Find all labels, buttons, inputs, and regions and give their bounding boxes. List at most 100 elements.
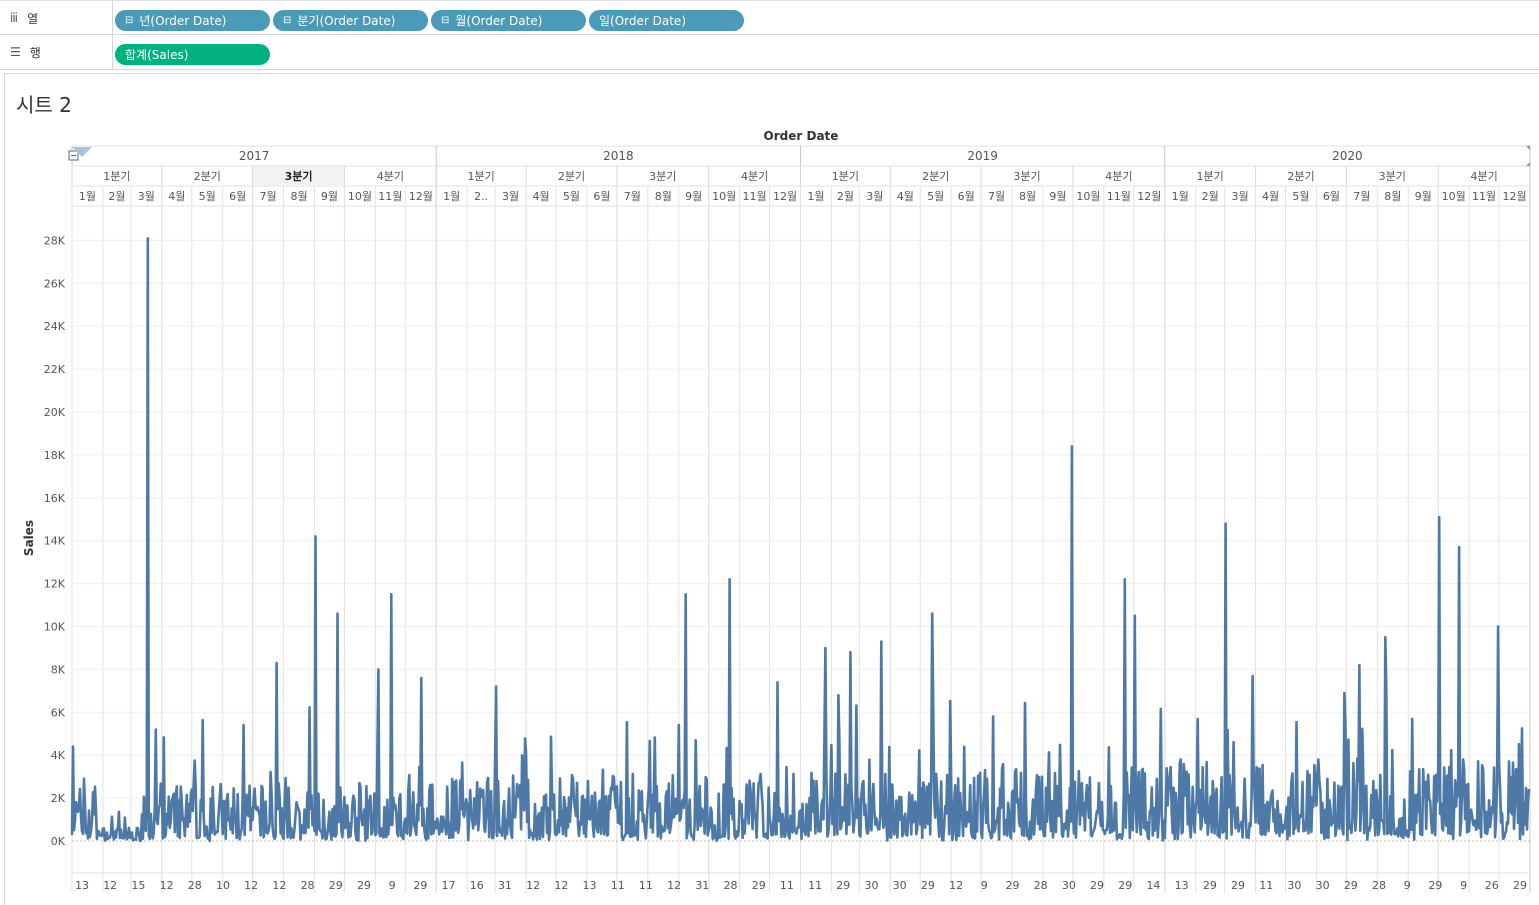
day-tick-label: 31: [498, 879, 512, 892]
day-tick-label: 29: [329, 879, 343, 892]
day-tick-label: 14: [1146, 879, 1160, 892]
month-label: 7월: [260, 190, 277, 203]
pill-year-order-date[interactable]: ⊟ 년(Order Date): [115, 10, 270, 31]
day-tick-label: 29: [752, 879, 766, 892]
day-tick-label: 29: [1513, 879, 1527, 892]
day-tick-label: 29: [1090, 879, 1104, 892]
month-label: 10월: [712, 190, 736, 203]
collapse-icon[interactable]: ⊟: [283, 15, 292, 26]
month-label: 2월: [108, 190, 125, 203]
sales-series-line: [70, 237, 1531, 843]
day-tick-label: 12: [526, 879, 540, 892]
x-axis-title: Order Date: [764, 129, 839, 143]
y-tick-label: 28K: [44, 234, 66, 247]
rows-shelf[interactable]: ☰ 행 합계(Sales): [0, 35, 1539, 70]
month-label: 10월: [348, 190, 372, 203]
sheet-title: 시트 2: [16, 93, 72, 117]
quarter-label: 1분기: [468, 170, 495, 183]
columns-icon: iii: [10, 11, 18, 25]
month-label: 5월: [563, 190, 580, 203]
y-tick-label: 20K: [44, 406, 66, 419]
y-tick-label: 22K: [44, 363, 66, 376]
month-label: 11월: [743, 190, 767, 203]
quarter-label: 4분기: [377, 170, 404, 183]
quarter-label: 2분기: [1287, 170, 1314, 183]
day-tick-label: 9: [389, 879, 396, 892]
quarter-label: 2분기: [194, 170, 221, 183]
month-label: 8월: [655, 190, 672, 203]
quarter-label: 3분기: [1379, 170, 1406, 183]
day-tick-label: 28: [1372, 879, 1386, 892]
month-label: 9월: [1415, 190, 1432, 203]
day-tick-label: 29: [357, 879, 371, 892]
quarter-label: 1분기: [103, 170, 130, 183]
day-tick-label: 12: [554, 879, 568, 892]
year-label: 2020: [1332, 149, 1363, 163]
month-label: 5월: [1292, 190, 1309, 203]
collapse-icon[interactable]: ⊟: [441, 15, 450, 26]
month-label: 2월: [837, 190, 854, 203]
month-label: 11월: [1107, 190, 1131, 203]
month-label: 5월: [199, 190, 216, 203]
month-label: 4월: [897, 190, 914, 203]
pill-day-order-date[interactable]: 일(Order Date): [589, 10, 744, 31]
day-tick-label: 13: [1175, 879, 1189, 892]
month-label: 12월: [1502, 190, 1526, 203]
expand-marker-icon: [1526, 146, 1530, 166]
day-tick-label: 29: [1005, 879, 1019, 892]
month-label: 6월: [593, 190, 610, 203]
day-tick-label: 11: [611, 879, 625, 892]
month-label: 3월: [866, 190, 883, 203]
day-tick-label: 11: [1259, 879, 1273, 892]
month-label: 7월: [624, 190, 641, 203]
day-tick-label: 12: [244, 879, 258, 892]
columns-shelf[interactable]: iii 열 ⊟ 년(Order Date) ⊟ 분기(Order Date) ⊟…: [0, 0, 1539, 35]
day-tick-label: 29: [1344, 879, 1358, 892]
day-tick-label: 30: [1316, 879, 1330, 892]
quarter-label: 4분기: [1470, 170, 1497, 183]
quarter-label: 1분기: [1197, 170, 1224, 183]
rows-icon: ☰: [10, 45, 21, 59]
day-tick-label: 29: [1203, 879, 1217, 892]
quarter-label: 3분기: [285, 169, 313, 183]
quarter-label: 2분기: [558, 170, 585, 183]
day-tick-label: 28: [1034, 879, 1048, 892]
y-tick-label: 16K: [44, 492, 66, 505]
month-label: 1월: [443, 190, 460, 203]
day-tick-label: 10: [216, 879, 230, 892]
month-label: 5월: [927, 190, 944, 203]
day-tick-label: 29: [1118, 879, 1132, 892]
y-axis-title: Sales: [22, 520, 36, 556]
day-tick-label: 12: [160, 879, 174, 892]
collapse-icon[interactable]: ⊟: [125, 15, 134, 26]
day-tick-label: 13: [75, 879, 89, 892]
quarter-label: 4분기: [741, 170, 768, 183]
year-label: 2018: [603, 149, 634, 163]
quarter-highlight: [252, 167, 345, 186]
day-tick-label: 30: [864, 879, 878, 892]
month-label: 9월: [1049, 190, 1066, 203]
day-tick-label: 9: [1460, 879, 1467, 892]
month-label: 8월: [290, 190, 307, 203]
day-tick-label: 16: [470, 879, 484, 892]
day-tick-label: 29: [921, 879, 935, 892]
sheet-area: [4, 73, 1539, 905]
y-tick-label: 26K: [44, 277, 66, 290]
quarter-label: 3분기: [649, 170, 676, 183]
day-tick-label: 26: [1485, 879, 1499, 892]
y-tick-label: 6K: [51, 706, 66, 719]
month-label: 4월: [532, 190, 549, 203]
month-label: 4월: [1262, 190, 1279, 203]
day-tick-label: 29: [1428, 879, 1442, 892]
y-tick-label: 12K: [44, 578, 66, 591]
quarter-label: 3분기: [1013, 170, 1040, 183]
pill-month-order-date[interactable]: ⊟ 월(Order Date): [431, 10, 586, 31]
month-label: 8월: [1019, 190, 1036, 203]
day-tick-label: 29: [1231, 879, 1245, 892]
rows-shelf-label: ☰ 행: [0, 35, 113, 69]
pill-sum-sales[interactable]: 합계(Sales): [115, 44, 270, 65]
day-tick-label: 28: [724, 879, 738, 892]
pill-quarter-order-date[interactable]: ⊟ 분기(Order Date): [273, 10, 428, 31]
year-label: 2017: [239, 149, 270, 163]
